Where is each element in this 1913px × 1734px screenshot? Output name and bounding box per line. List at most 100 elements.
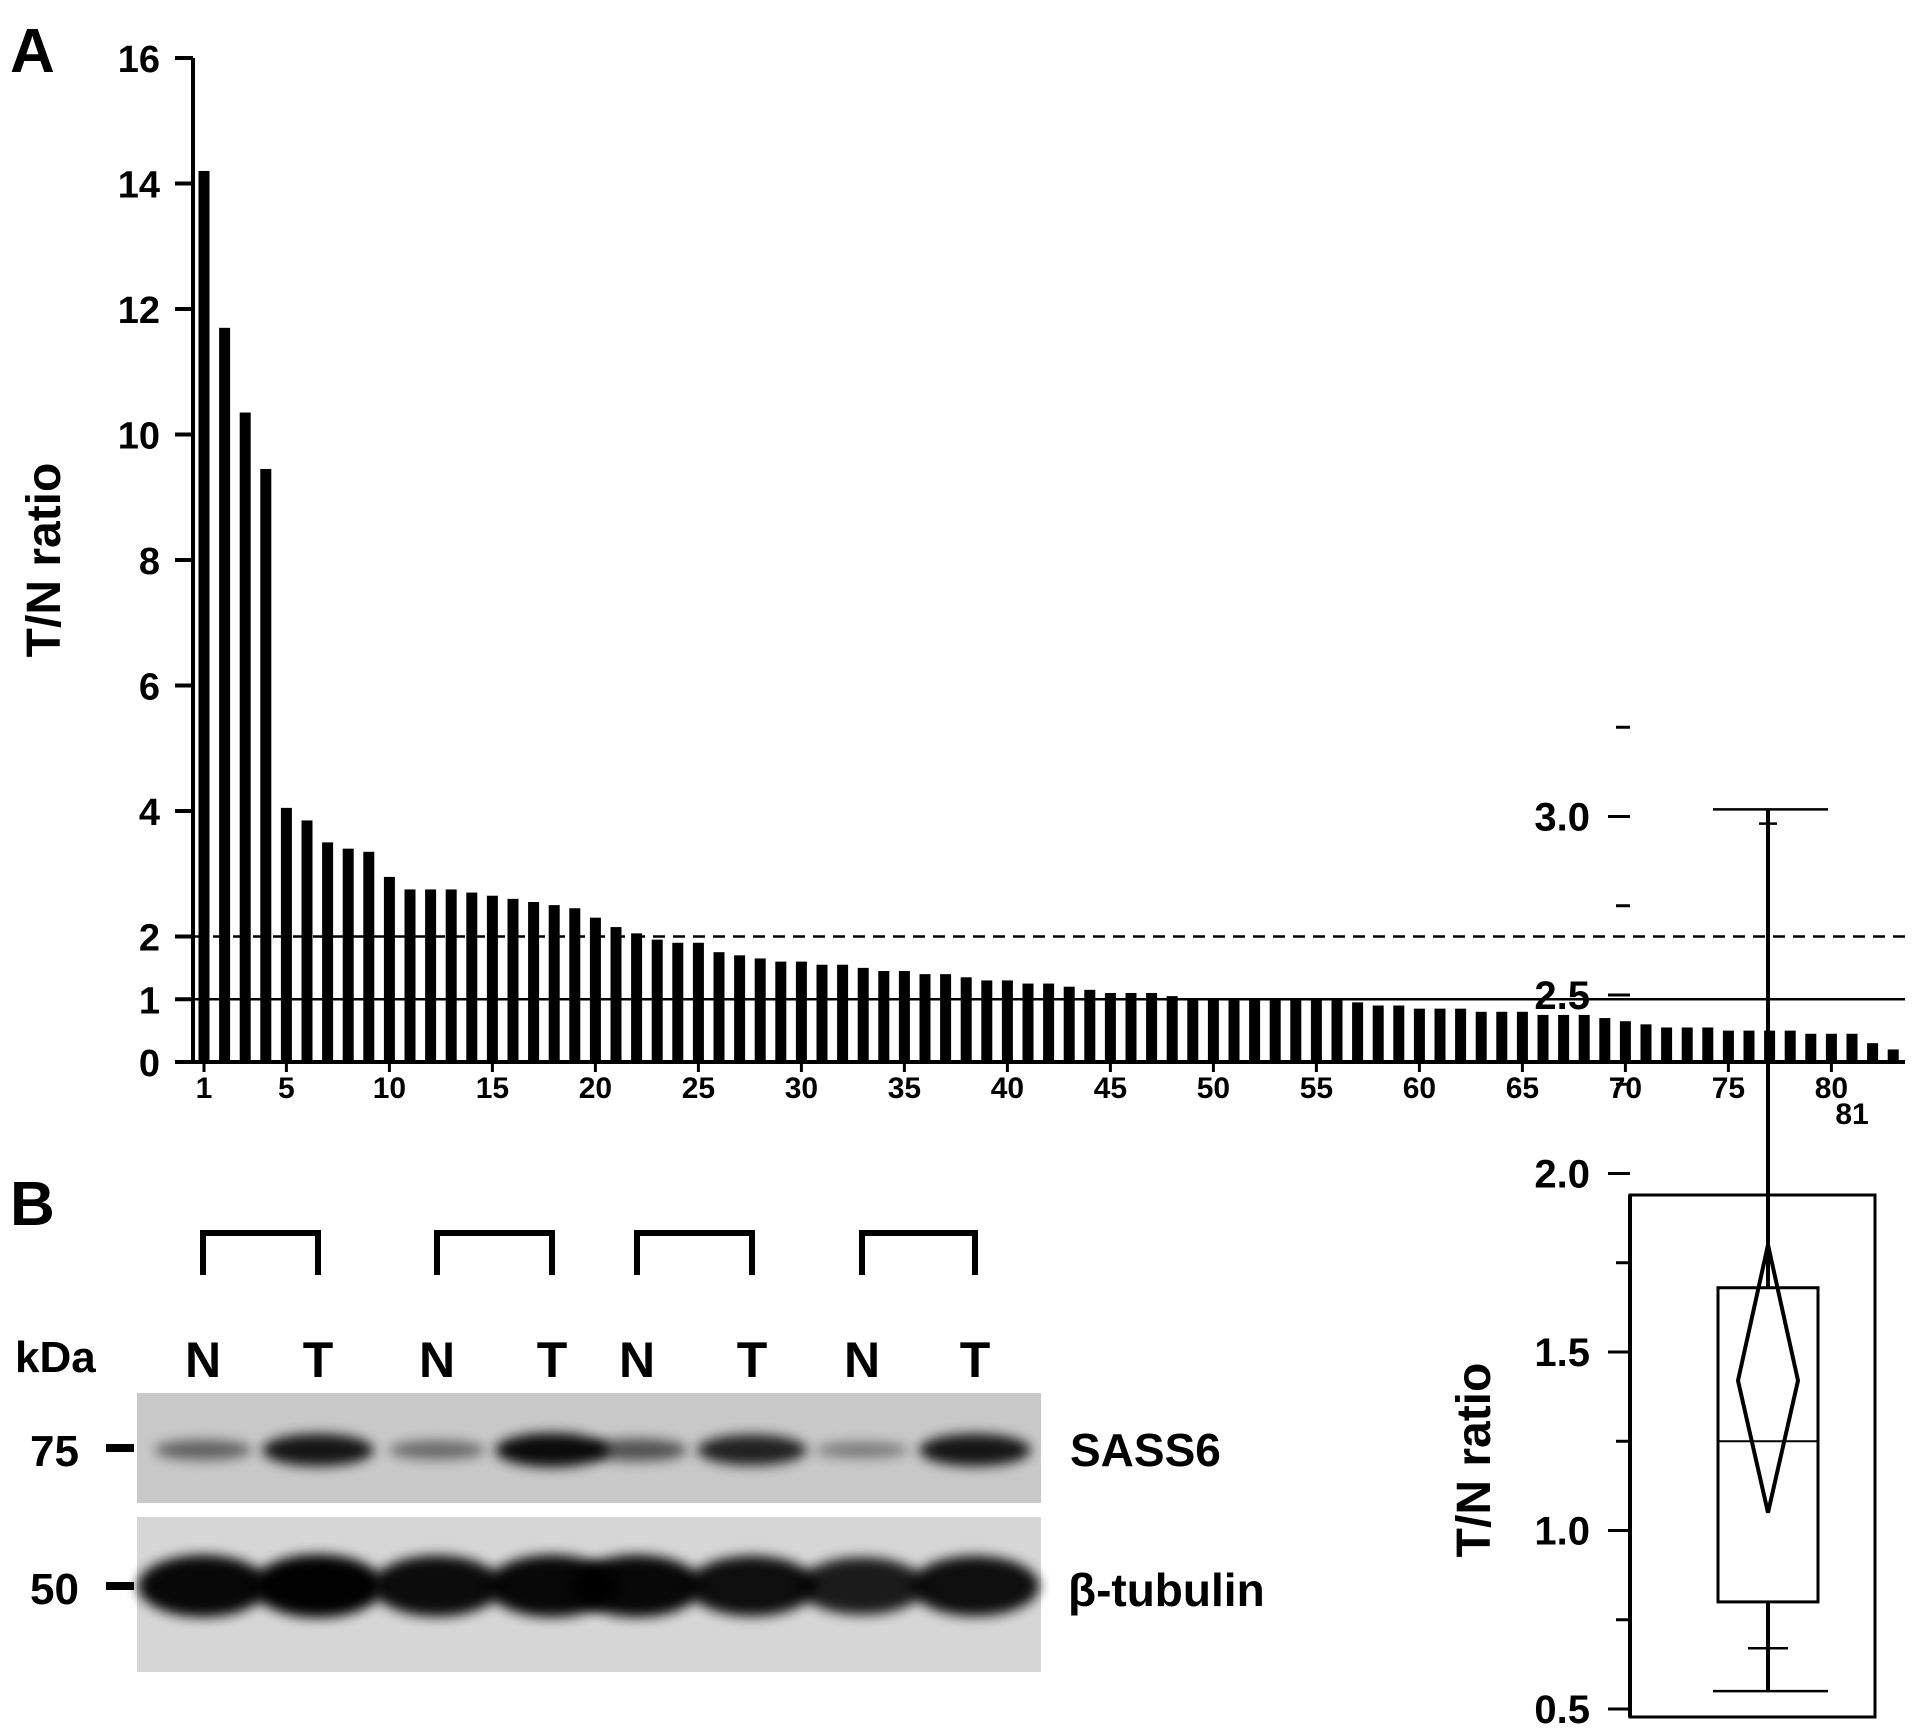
panel-a-label: A	[10, 17, 55, 86]
bar-41	[1022, 983, 1034, 1062]
bar-82	[1867, 1043, 1879, 1062]
bar-38	[960, 977, 972, 1062]
lane-bracket-3	[634, 1230, 755, 1275]
bar-57	[1352, 1002, 1364, 1062]
blot-bands	[137, 1432, 1040, 1618]
bar-29	[775, 961, 787, 1062]
lane-label-5: N	[619, 1332, 655, 1388]
bar-31	[816, 964, 828, 1062]
y-tick-label-14: 14	[118, 165, 160, 207]
bar-58	[1372, 1005, 1384, 1062]
bar-27	[734, 955, 746, 1062]
bar-49	[1187, 999, 1199, 1062]
marker-50-label: 50	[30, 1565, 79, 1614]
bar-30	[795, 961, 807, 1062]
mean-diamond	[1735, 1244, 1801, 1514]
tubulin-band-2	[252, 1554, 384, 1618]
interquartile-box	[1716, 1286, 1820, 1604]
bar-5	[280, 807, 292, 1062]
sass6-band-5	[586, 1438, 688, 1462]
y-tick-label-12: 12	[118, 290, 160, 332]
bar-3	[239, 412, 251, 1063]
lane-label-7: N	[844, 1332, 880, 1388]
bar-12	[425, 889, 437, 1062]
x-tick-label-5: 5	[278, 1072, 295, 1105]
bar-65	[1516, 1011, 1528, 1062]
tubulin-band-8	[910, 1555, 1040, 1617]
box-plot-axis: 0.5 1.0 1.5 2.0 2.5 3.0	[1534, 725, 1632, 1732]
x-tick-label-80: 80	[1815, 1072, 1848, 1105]
box-y-tick-label-1.0: 1.0	[1534, 1510, 1590, 1554]
bar-35	[898, 971, 910, 1062]
bar-24	[672, 942, 684, 1062]
bar-50	[1207, 999, 1219, 1062]
bar-8	[342, 848, 354, 1062]
sass6-band-4	[495, 1432, 609, 1468]
bar-83	[1887, 1049, 1899, 1062]
box-y-tick-label-2.5: 2.5	[1534, 974, 1590, 1018]
bar-15	[486, 895, 498, 1062]
box-y-tick-label-3.0: 3.0	[1534, 796, 1590, 840]
y-tick-label-16: 16	[118, 39, 160, 81]
bar-76	[1743, 1030, 1755, 1062]
sass6-band-label: SASS6	[1070, 1424, 1221, 1476]
bar-62	[1455, 1008, 1467, 1062]
lane-label-6: T	[737, 1332, 768, 1388]
box-y-tick-label-0.5: 0.5	[1534, 1688, 1590, 1732]
bar-9	[363, 851, 375, 1062]
bar-75	[1722, 1030, 1734, 1062]
bar-13	[445, 889, 457, 1062]
bar-37	[940, 974, 952, 1062]
bar-10	[383, 876, 395, 1062]
bar-34	[878, 971, 890, 1062]
y-tick-label-1: 1	[139, 980, 160, 1022]
bar-4	[260, 469, 272, 1062]
box-plot: T/N ratio 0.5 1.0 1.5 2.0 2.5 3.0	[1448, 725, 1877, 1732]
y-tick-label-6: 6	[139, 667, 160, 709]
bar-68	[1578, 1014, 1590, 1062]
bar-19	[569, 908, 581, 1062]
x-tick-label-20: 20	[579, 1072, 612, 1105]
panel-b-label: B	[10, 1170, 55, 1239]
bar-78	[1784, 1030, 1796, 1062]
x-tick-label-70: 70	[1609, 1072, 1642, 1105]
bar-32	[837, 964, 849, 1062]
bar-66	[1537, 1014, 1549, 1062]
sass6-band-2	[262, 1433, 374, 1467]
bar-67	[1558, 1014, 1570, 1062]
x-tick-label-81: 81	[1835, 1098, 1868, 1131]
bar-47	[1146, 992, 1158, 1062]
tubulin-band-5	[571, 1554, 703, 1618]
bar-73	[1681, 1027, 1693, 1062]
bar-42	[1043, 983, 1055, 1062]
bar-28	[754, 958, 766, 1062]
x-tick-label-75: 75	[1712, 1072, 1745, 1105]
sass6-band-6	[697, 1434, 807, 1466]
tubulin-band-3	[372, 1555, 502, 1617]
bar-40	[1001, 980, 1013, 1062]
bar-55	[1310, 999, 1322, 1062]
bar-2	[219, 327, 231, 1062]
box-y-tick-label-1.5: 1.5	[1534, 1331, 1590, 1375]
x-tick-label-1: 1	[196, 1072, 213, 1105]
bar-56	[1331, 999, 1343, 1062]
bar-33	[857, 967, 869, 1062]
bar-17	[528, 901, 540, 1062]
y-tick-label-10: 10	[118, 416, 160, 458]
bar-59	[1393, 1005, 1405, 1062]
bar-21	[610, 927, 622, 1062]
bar-64	[1496, 1011, 1508, 1062]
sass6-band-8	[919, 1433, 1031, 1467]
bar-39	[981, 980, 993, 1062]
bar-79	[1805, 1033, 1817, 1062]
bar-74	[1702, 1027, 1714, 1062]
marker-75-label: 75	[30, 1427, 79, 1476]
bar-chart-bars	[198, 170, 1899, 1063]
bar-53	[1269, 999, 1281, 1062]
lane-bracket-1	[200, 1230, 321, 1275]
bar-45	[1104, 992, 1116, 1062]
